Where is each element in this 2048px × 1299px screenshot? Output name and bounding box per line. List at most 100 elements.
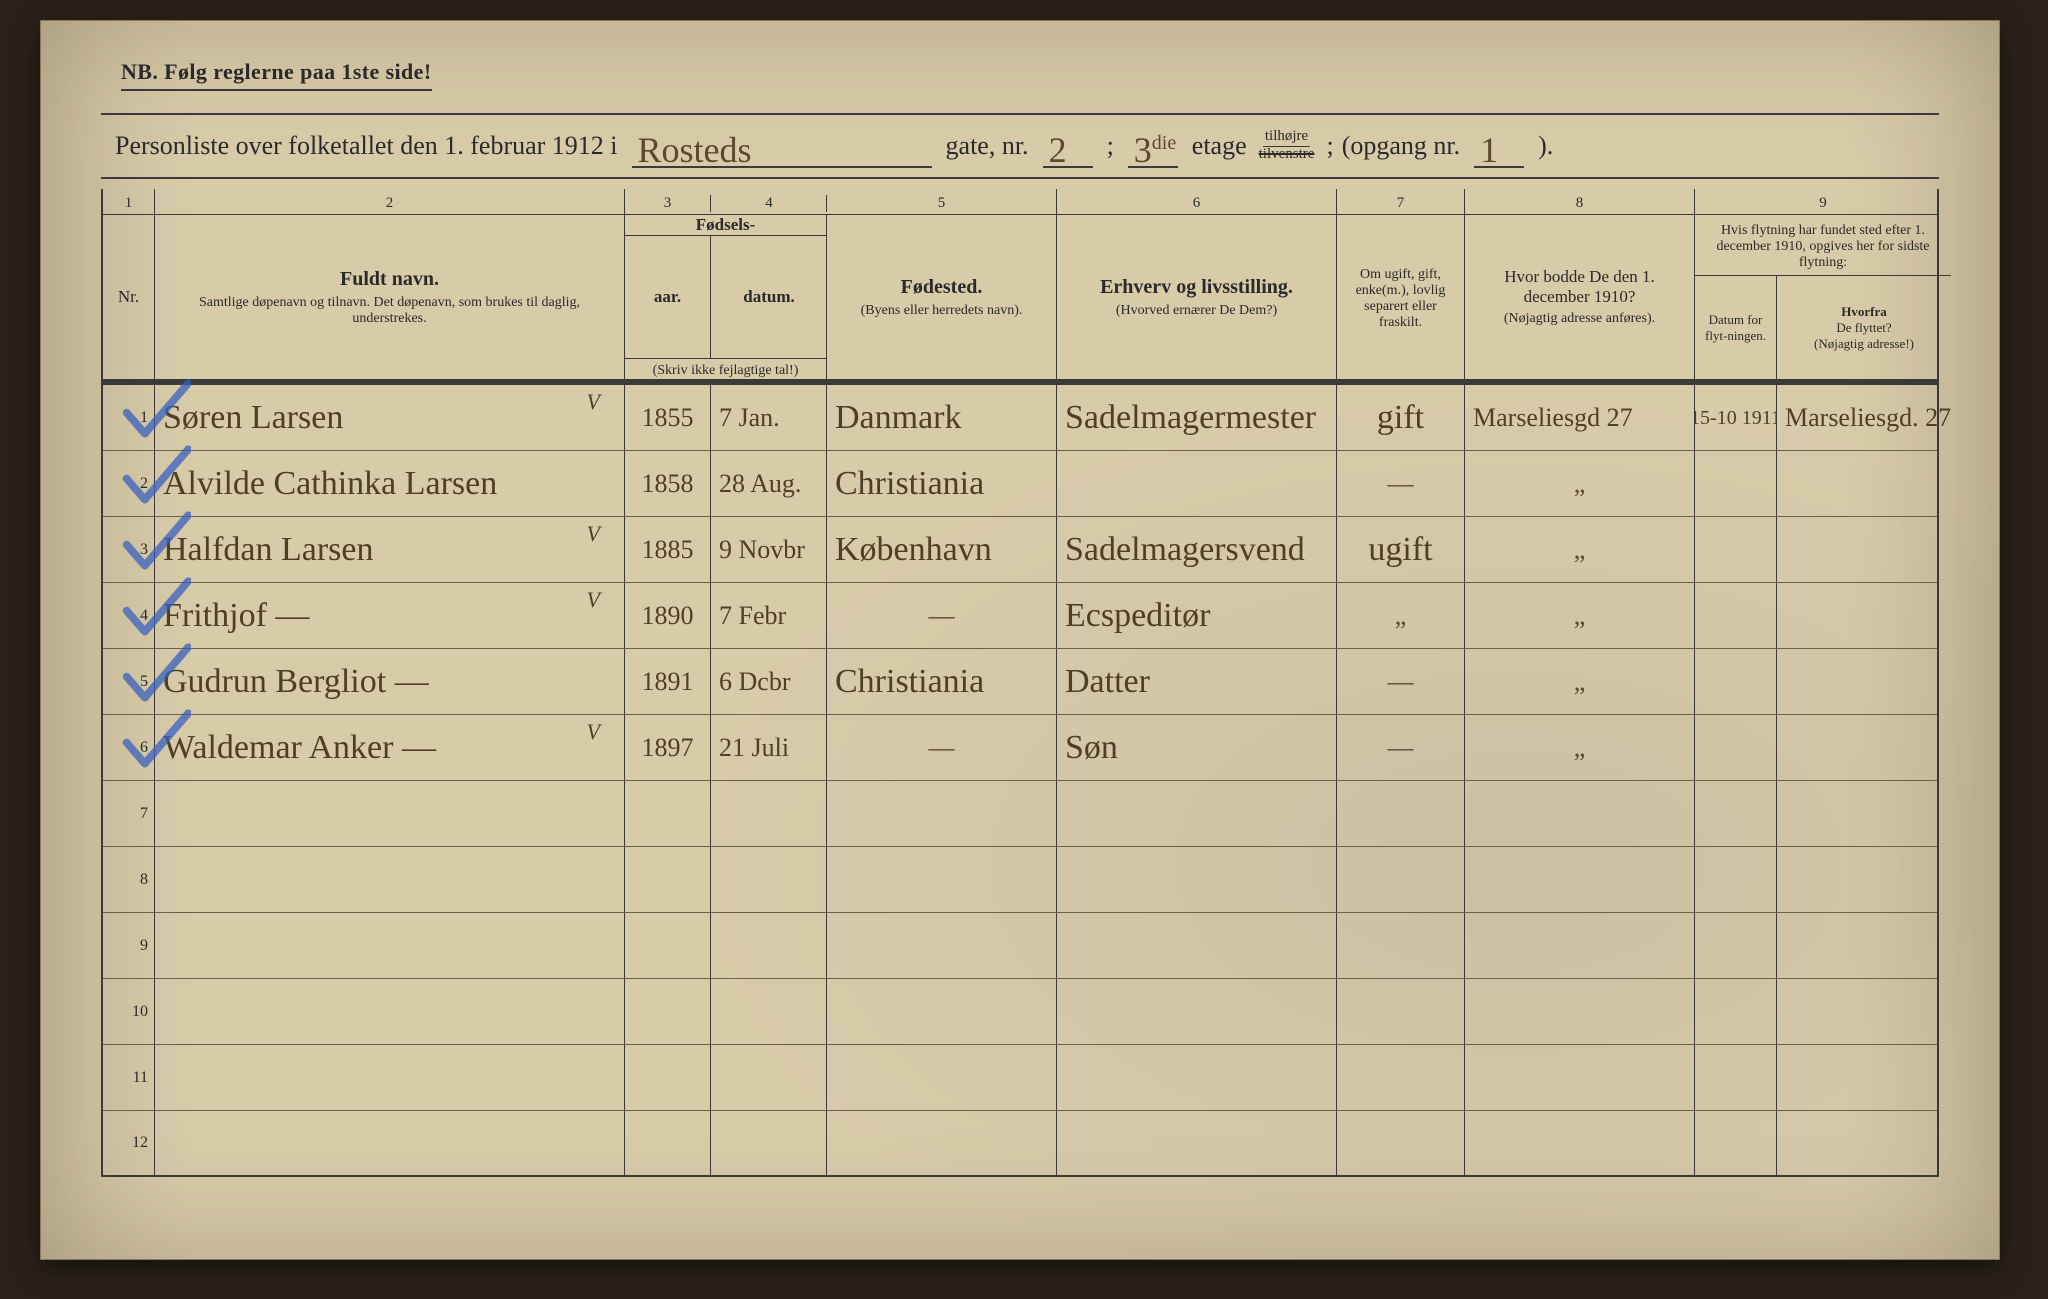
v-mark: V xyxy=(587,521,600,547)
name-cell xyxy=(155,1045,625,1110)
table-row: 2Alvilde Cathinka Larsen185828 Aug.Chris… xyxy=(103,451,1937,517)
cell: „ xyxy=(1465,715,1695,780)
cell: Marseliesgd. 27 xyxy=(1777,385,1951,450)
cell: „ xyxy=(1465,517,1695,582)
cell: 6 xyxy=(103,715,155,780)
cell: 7 xyxy=(103,781,155,846)
table-row: 1Søren LarsenV18557 Jan.DanmarkSadelmage… xyxy=(103,385,1937,451)
semicolon: ; xyxy=(1107,131,1114,161)
cell xyxy=(1777,451,1951,516)
name-cell: Waldemar Anker —V xyxy=(155,715,625,780)
cell xyxy=(827,979,1057,1044)
cell xyxy=(1695,517,1777,582)
opgang-prefix: (opgang nr. xyxy=(1342,131,1460,161)
cell: Sadelmagermester xyxy=(1057,385,1337,450)
table-row: 3Halfdan LarsenV18859 NovbrKøbenhavnSade… xyxy=(103,517,1937,583)
cell xyxy=(1057,847,1337,912)
cell: Christiania xyxy=(827,649,1057,714)
table-row: 12 xyxy=(103,1111,1937,1177)
table-row: 9 xyxy=(103,913,1937,979)
opgang-nr: 1 xyxy=(1480,132,1498,168)
cell xyxy=(1465,979,1695,1044)
etage-word: etage xyxy=(1192,131,1247,161)
cell xyxy=(1057,781,1337,846)
cell: Datter xyxy=(1057,649,1337,714)
cell xyxy=(1777,517,1951,582)
cell xyxy=(625,1111,711,1175)
cell: 6 Dcbr xyxy=(711,649,827,714)
column-number-row: 123456789 xyxy=(103,189,1937,215)
cell: „ xyxy=(1465,451,1695,516)
cell xyxy=(711,847,827,912)
table-row: 10 xyxy=(103,979,1937,1045)
cell xyxy=(711,913,827,978)
table-row: 5Gudrun Bergliot —18916 DcbrChristianiaD… xyxy=(103,649,1937,715)
cell: 1891 xyxy=(625,649,711,714)
cell: 4 xyxy=(103,583,155,648)
name-cell: Frithjof —V xyxy=(155,583,625,648)
title-prefix: Personliste over folketallet den 1. febr… xyxy=(115,131,618,161)
cell xyxy=(827,1045,1057,1110)
cell: 3 xyxy=(103,517,155,582)
cell xyxy=(1337,1045,1465,1110)
name-cell: Halfdan LarsenV xyxy=(155,517,625,582)
cell: 5 xyxy=(103,649,155,714)
colnum-cell: 6 xyxy=(1057,189,1337,218)
cell: 1890 xyxy=(625,583,711,648)
cell xyxy=(1337,1111,1465,1175)
cell xyxy=(1695,913,1777,978)
cell xyxy=(1465,781,1695,846)
census-sheet: NB. Følg reglerne paa 1ste side! Personl… xyxy=(40,20,2000,1260)
nb-notice: NB. Følg reglerne paa 1ste side! xyxy=(121,59,432,91)
cell xyxy=(1695,1111,1777,1175)
colnum-cell: 5 xyxy=(827,189,1057,218)
cell xyxy=(827,913,1057,978)
cell xyxy=(1777,1111,1951,1175)
side-choice: tilhøjre tilvenstre xyxy=(1259,129,1315,163)
table-row: 7 xyxy=(103,781,1937,847)
cell xyxy=(1337,781,1465,846)
cell: gift xyxy=(1337,385,1465,450)
cell: 12 xyxy=(103,1111,155,1175)
opgang-suffix: ). xyxy=(1538,131,1553,161)
cell: 15-10 1911 xyxy=(1695,385,1777,450)
cell xyxy=(1337,913,1465,978)
cell xyxy=(1777,781,1951,846)
cell xyxy=(711,781,827,846)
cell: 1 xyxy=(103,385,155,450)
cell xyxy=(1337,979,1465,1044)
cell: 1885 xyxy=(625,517,711,582)
name-cell xyxy=(155,979,625,1044)
cell xyxy=(625,847,711,912)
cell: 21 Juli xyxy=(711,715,827,780)
cell xyxy=(1695,781,1777,846)
cell xyxy=(625,913,711,978)
semicolon2: ; xyxy=(1326,131,1333,161)
cell xyxy=(827,781,1057,846)
table-body: 1Søren LarsenV18557 Jan.DanmarkSadelmage… xyxy=(103,385,1937,1177)
cell xyxy=(1777,979,1951,1044)
gate-nr: 2 xyxy=(1049,132,1067,168)
cell xyxy=(1695,451,1777,516)
name-cell: Søren LarsenV xyxy=(155,385,625,450)
header-cell: Erhverv og livsstilling.(Hvorved ernærer… xyxy=(1057,215,1337,379)
etage-slot: 3die xyxy=(1128,124,1178,168)
colnum-cell: 9 xyxy=(1695,189,1951,218)
v-mark: V xyxy=(587,587,600,613)
cell: — xyxy=(1337,715,1465,780)
cell xyxy=(1695,649,1777,714)
cell xyxy=(1695,847,1777,912)
cell: „ xyxy=(1337,583,1465,648)
cell xyxy=(1057,451,1337,516)
cell xyxy=(1777,847,1951,912)
cell xyxy=(1057,1045,1337,1110)
cell xyxy=(711,979,827,1044)
name-cell xyxy=(155,1111,625,1175)
v-mark: V xyxy=(587,719,600,745)
header-cell: Hvis flytning har fundet sted efter 1. d… xyxy=(1695,215,1951,379)
cell xyxy=(625,1045,711,1110)
etage-nr: 3die xyxy=(1134,132,1176,168)
cell: „ xyxy=(1465,583,1695,648)
cell: 1858 xyxy=(625,451,711,516)
cell: Marseliesgd 27 xyxy=(1465,385,1695,450)
